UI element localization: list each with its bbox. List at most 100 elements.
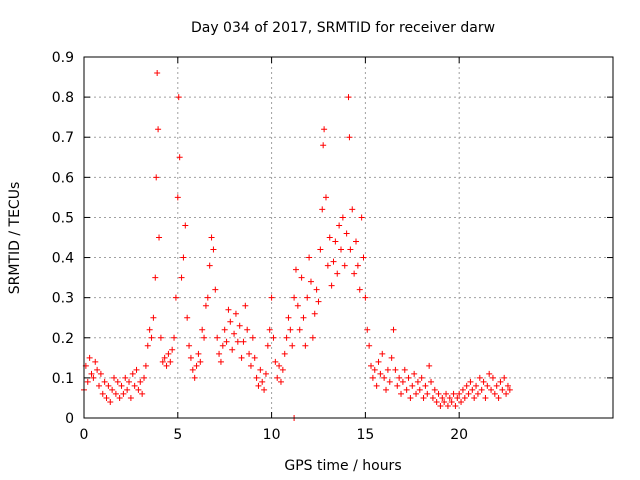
data-point [201,334,208,341]
y-tick-label: 0.9 [52,50,74,66]
data-point [116,394,123,401]
data-point [484,382,491,389]
data-point [197,358,204,365]
data-point [371,366,378,373]
data-point [407,394,414,401]
data-point [459,386,466,393]
data-point [311,310,318,317]
data-point [240,338,247,345]
data-point [277,378,284,385]
plot-frame [83,56,614,419]
data-point [332,238,339,245]
data-point [324,262,331,269]
data-point [392,366,399,373]
data-point [356,286,363,293]
data-point [373,382,380,389]
data-point [381,374,388,381]
data-point [339,214,346,221]
data-point [409,382,416,389]
data-point [144,342,151,349]
data-point [401,366,408,373]
data-point [187,354,194,361]
data-point [503,390,510,397]
data-point [120,390,127,397]
data-point [202,302,209,309]
data-point [186,342,193,349]
data-point [291,294,298,301]
data-point [360,254,367,261]
data-point [366,342,373,349]
data-point [497,378,504,385]
data-point [469,386,476,393]
y-tick-label: 0.8 [52,90,74,106]
data-point [129,370,136,377]
data-point [452,402,459,409]
data-point [127,394,134,401]
y-tick-label: 0 [65,411,74,427]
data-point [122,374,129,381]
grid [84,56,613,418]
data-point [150,314,157,321]
data-point [317,246,324,253]
data-point [398,390,405,397]
data-point [414,378,421,385]
data-point [292,266,299,273]
data-point [501,374,508,381]
data-point [281,350,288,357]
data-point [279,366,286,373]
data-point [148,334,155,341]
x-tick-label: 15 [356,427,374,443]
data-point [418,374,425,381]
data-point [461,394,468,401]
data-point [334,270,341,277]
data-point [244,326,251,333]
data-point [92,358,99,365]
y-axis-label: SRMTID / TECUs [7,182,23,295]
data-point [467,378,474,385]
data-point [105,382,112,389]
data-point [176,154,183,161]
data-point [175,94,182,101]
data-point [199,326,206,333]
data-point [495,394,502,401]
data-point [84,378,91,385]
data-point [236,322,243,329]
data-point [394,382,401,389]
data-point [422,382,429,389]
data-point [347,246,354,253]
data-point [156,234,163,241]
data-point [206,262,213,269]
data-point [90,374,97,381]
data-point [287,326,294,333]
data-point [346,134,353,141]
data-point [302,342,309,349]
data-point [294,302,301,309]
data-point [405,374,412,381]
x-tick-label: 10 [263,427,281,443]
data-point [298,274,305,281]
data-point [221,326,228,333]
data-point [488,386,495,393]
data-point [261,386,268,393]
data-point [193,362,200,369]
data-point [322,194,329,201]
data-point [163,362,170,369]
data-point [504,382,511,389]
data-point [189,366,196,373]
data-point [229,346,236,353]
data-point [320,142,327,149]
data-point [489,374,496,381]
data-point [142,362,149,369]
data-point [157,334,164,341]
data-point [375,358,382,365]
data-point [155,126,162,133]
data-point [349,206,356,213]
data-point [191,374,198,381]
y-tick-label: 0.1 [52,371,74,387]
data-point [456,390,463,397]
chart-title: Day 034 of 2017, SRMTID for receiver dar… [191,20,495,36]
data-point [306,254,313,261]
data-point [426,362,433,369]
data-point [433,398,440,405]
data-point [446,394,453,401]
